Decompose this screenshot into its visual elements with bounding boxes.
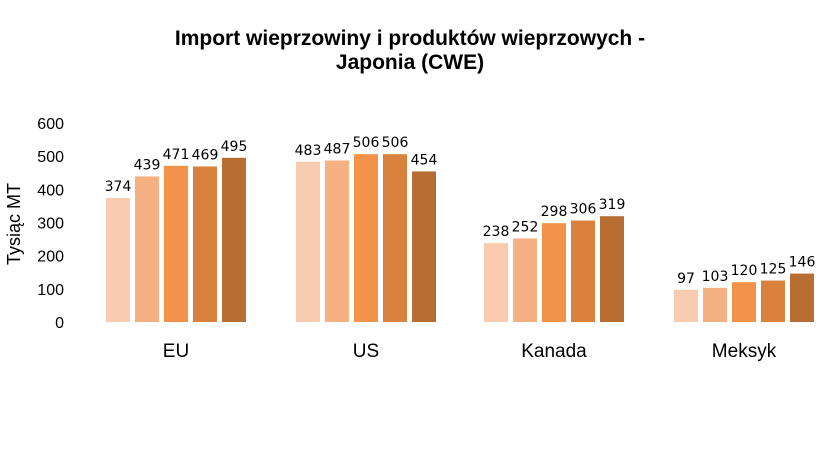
category-label: EU [163,341,189,362]
data-label: 439 [134,157,161,173]
bar [513,238,537,322]
bar [732,282,756,322]
y-tick-label: 200 [37,249,64,266]
y-tick-label: 0 [55,315,64,332]
data-label: 238 [483,224,510,240]
bar [106,197,130,322]
bar-group [484,216,624,322]
bar [222,157,246,322]
category-label: Meksyk [712,341,777,362]
data-label: 374 [105,179,132,195]
bar [164,165,188,322]
bar [484,243,508,322]
data-label: 471 [163,147,190,163]
data-label: 469 [192,147,219,163]
bar [325,160,349,322]
bar [412,171,436,322]
category-label: Kanada [521,341,587,362]
data-label: 483 [295,143,322,159]
y-axis-ticks: 0 100 200 300 400 500 600 [37,116,64,332]
y-tick-label: 600 [37,116,64,133]
bar [135,176,159,322]
bar [383,154,407,322]
bar-group [674,273,814,322]
bar [790,273,814,322]
chart-title-line-1: Import wieprzowiny i produktów wieprzowy… [174,27,646,50]
data-label: 506 [382,135,409,151]
bar [600,216,624,322]
category-labels: EU US Kanada Meksyk [163,341,777,362]
y-tick-label: 400 [37,182,64,199]
bar-group [106,157,246,322]
y-tick-label: 300 [37,216,64,233]
data-label: 97 [677,271,695,287]
data-label: 487 [324,141,351,157]
bar [193,166,217,322]
bar [571,220,595,322]
data-label: 120 [731,263,758,279]
bar-group [296,154,436,322]
bar [296,161,320,322]
data-label: 103 [702,269,729,285]
data-label: 319 [599,197,626,213]
data-label: 306 [570,202,597,218]
data-label: 146 [789,255,816,271]
chart-title: Import wieprzowiny i produktów wieprzowy… [0,27,820,75]
bar-groups [106,154,814,322]
bar [761,280,785,322]
data-label: 125 [760,262,787,278]
category-label: US [353,341,379,362]
y-tick-label: 100 [37,282,64,299]
bar [354,154,378,322]
bar [674,289,698,322]
y-tick-label: 500 [37,149,64,166]
bar [703,287,727,322]
chart-title-line-2: Japonia (CWE) [335,51,485,74]
bar [542,223,566,322]
y-axis-title: Tysiąc MT [4,183,24,265]
data-label: 298 [541,204,568,220]
data-label: 506 [353,135,380,151]
data-label: 252 [512,219,539,235]
data-label: 454 [411,152,438,168]
data-label: 495 [221,139,248,155]
